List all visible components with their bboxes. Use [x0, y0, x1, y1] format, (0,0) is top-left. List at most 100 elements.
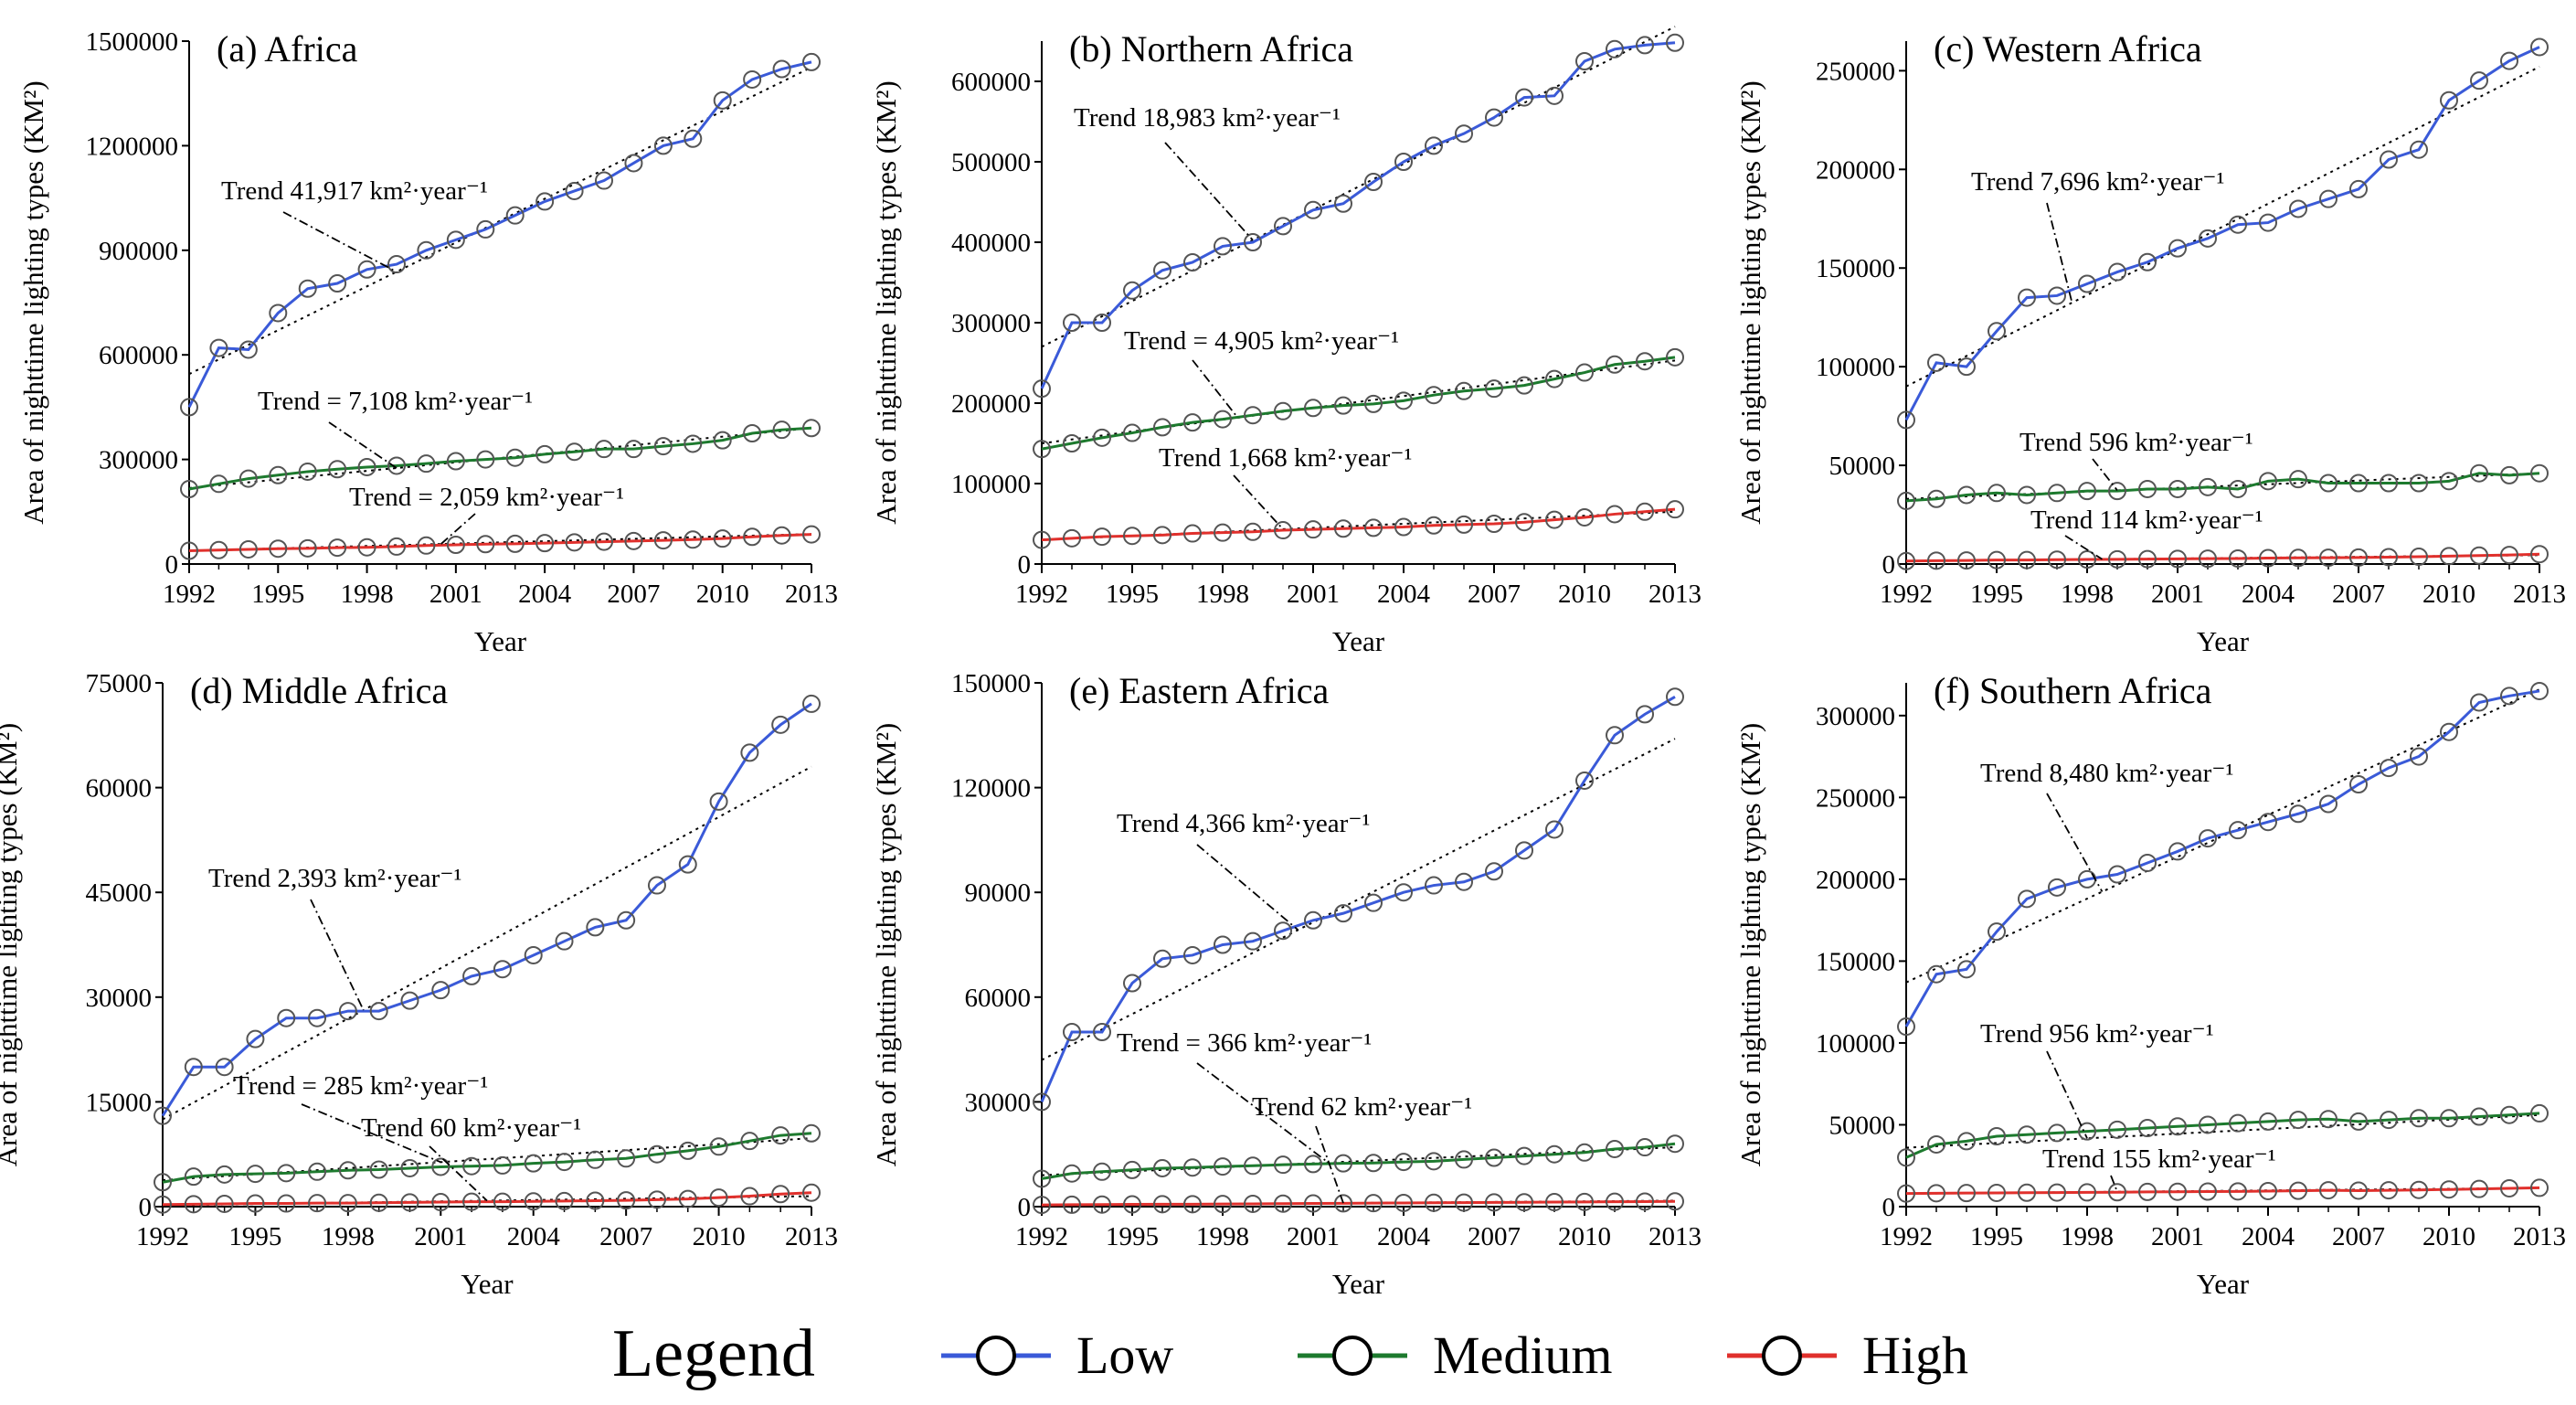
- data-point-high: [2410, 1180, 2428, 1199]
- data-point-high: [431, 1193, 451, 1212]
- y-tick-label: 50000: [1829, 452, 1896, 481]
- data-point-high: [1636, 502, 1654, 521]
- x-tick-label: 1995: [1106, 580, 1159, 609]
- data-point-medium: [1897, 491, 1915, 510]
- data-point-high: [1274, 521, 1292, 540]
- panel-6: 0 50000 100000 150000 200000 250000 300000 1992…: [1734, 670, 2566, 1300]
- y-tick-label: 150000: [1816, 254, 1895, 283]
- data-point-medium: [2349, 1112, 2368, 1131]
- data-point-medium: [239, 469, 258, 488]
- data-point-low: [1897, 410, 1915, 430]
- data-point-low: [308, 1008, 327, 1027]
- x-tick-label: 2001: [2151, 580, 2204, 609]
- data-point-high: [1093, 1195, 1111, 1214]
- data-point-medium: [1214, 1157, 1232, 1176]
- data-point-high: [476, 535, 495, 554]
- x-tick-label: 2007: [1468, 1222, 1521, 1251]
- data-point-low: [215, 1058, 234, 1077]
- trend-label: Trend 41,917 km²·year⁻¹: [221, 176, 488, 206]
- data-point-medium: [184, 1167, 203, 1187]
- x-tick-label: 1995: [251, 580, 304, 609]
- data-point-low: [2319, 794, 2337, 814]
- trend-label: Trend 62 km²·year⁻¹: [1252, 1092, 1472, 1122]
- trend-label: Trend 4,366 km²·year⁻¹: [1117, 809, 1370, 838]
- data-point-medium: [2289, 470, 2307, 489]
- data-point-high: [369, 1193, 388, 1212]
- data-point-low: [357, 260, 376, 279]
- data-point-medium: [1123, 423, 1141, 442]
- data-point-high: [446, 536, 465, 555]
- trend-leader: [1192, 359, 1239, 419]
- series-line-high: [188, 533, 812, 553]
- trend-line: [188, 427, 812, 489]
- legend-label-medium: Medium: [1433, 1325, 1613, 1385]
- data-point-low: [1334, 904, 1352, 923]
- data-point-medium: [1364, 1154, 1383, 1173]
- trend-label: Trend = 4,905 km²·year⁻¹: [1124, 326, 1399, 356]
- series-line-medium: [1905, 1112, 2540, 1159]
- data-point-high: [555, 1191, 574, 1210]
- data-point-low: [1093, 314, 1111, 332]
- x-axis-title: Year: [2197, 1268, 2250, 1300]
- legend-marker: [976, 1336, 1016, 1376]
- data-point-low: [1927, 353, 1945, 372]
- data-point-high: [246, 1194, 265, 1213]
- data-point-high: [338, 1194, 357, 1213]
- y-tick-label: 250000: [1816, 57, 1895, 86]
- data-point-low: [1455, 124, 1473, 144]
- series-line-low: [1904, 689, 2540, 1027]
- data-point-low: [2048, 878, 2066, 897]
- legend-label-low: Low: [1076, 1325, 1173, 1385]
- data-point-high: [2319, 548, 2337, 568]
- data-point-high: [535, 534, 555, 553]
- x-tick-label: 2010: [696, 580, 749, 609]
- data-point-high: [328, 538, 347, 558]
- data-point-medium: [2259, 472, 2277, 491]
- data-point-medium: [1304, 1155, 1322, 1174]
- panel-title: (d) Middle Africa: [190, 670, 448, 711]
- data-point-medium: [678, 1141, 697, 1160]
- data-point-medium: [1575, 363, 1594, 382]
- data-point-medium: [2410, 1109, 2428, 1128]
- y-tick-label: 100000: [951, 470, 1031, 499]
- data-point-high: [2138, 549, 2157, 569]
- trend-line: [1905, 1113, 2540, 1149]
- data-point-high: [1153, 1195, 1171, 1214]
- data-point-medium: [2108, 1120, 2126, 1139]
- data-point-high: [2229, 548, 2247, 568]
- series-line-high: [1041, 507, 1676, 542]
- trend-leader: [328, 421, 398, 469]
- data-point-high: [493, 1192, 512, 1211]
- data-point-high: [1244, 522, 1262, 541]
- data-point-medium: [595, 440, 613, 459]
- data-point-high: [1515, 513, 1533, 532]
- data-point-medium: [1033, 440, 1051, 459]
- trend-line: [1905, 66, 2540, 388]
- data-point-low: [1957, 357, 1976, 377]
- data-point-low: [1063, 1023, 1081, 1041]
- data-point-high: [2380, 1181, 2398, 1200]
- series-line-medium: [1041, 1142, 1676, 1180]
- data-point-medium: [586, 1150, 605, 1169]
- data-point-high: [624, 531, 643, 550]
- data-point-high: [1394, 1193, 1413, 1212]
- data-point-low: [1304, 910, 1322, 930]
- data-point-low: [772, 59, 791, 79]
- data-point-medium: [1093, 1162, 1111, 1181]
- x-tick-label: 2004: [507, 1222, 561, 1251]
- data-point-low: [2138, 853, 2157, 872]
- data-point-medium: [1123, 1160, 1141, 1179]
- data-point-low: [154, 1106, 172, 1125]
- data-point-medium: [1988, 484, 2006, 503]
- data-point-medium: [505, 448, 525, 467]
- data-point-medium: [2048, 1123, 2066, 1143]
- data-point-low: [2500, 687, 2518, 706]
- data-point-medium: [1515, 376, 1533, 395]
- x-tick-label: 1992: [163, 580, 216, 609]
- data-point-medium: [1575, 1143, 1594, 1162]
- data-point-high: [1455, 1193, 1473, 1212]
- data-point-medium: [555, 1153, 574, 1172]
- x-tick-label: 2010: [1558, 580, 1611, 609]
- data-point-medium: [338, 1161, 357, 1180]
- data-point-high: [215, 1194, 234, 1213]
